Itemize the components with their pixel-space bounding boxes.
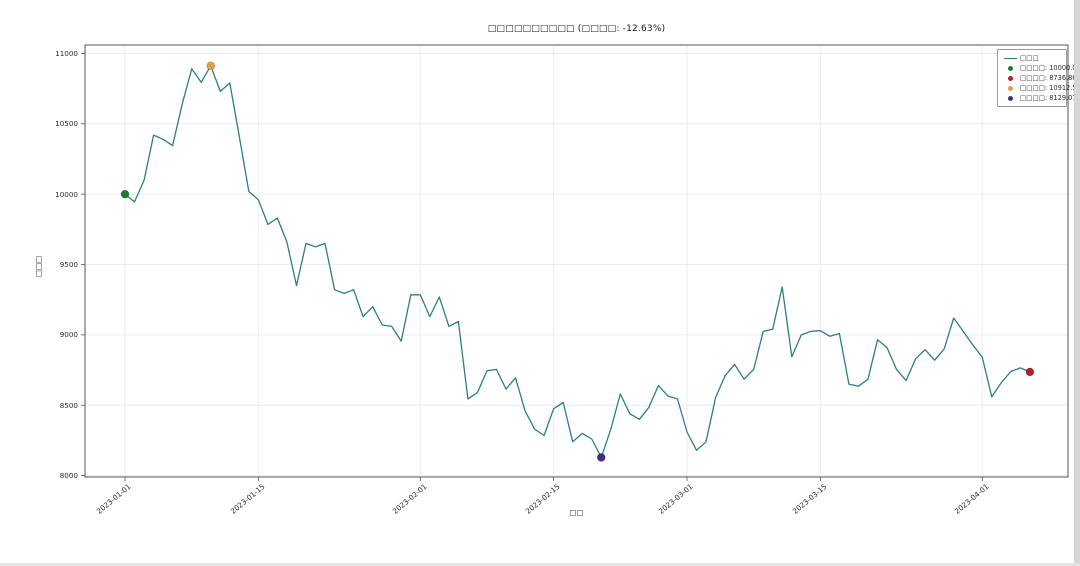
- legend-item-label: □□□□: 10912.51: [1020, 84, 1080, 92]
- legend-item-label: □□□□: 8129.07: [1020, 94, 1077, 102]
- legend-item-label: □□□□: 10000.00: [1020, 64, 1080, 72]
- min-marker: [596, 453, 606, 462]
- y-tick-label: 9500: [59, 260, 78, 270]
- legend-dot-swatch: [1007, 75, 1013, 81]
- networth-line: [124, 65, 1031, 459]
- legend-item: □□□□: 8736.86: [1002, 73, 1077, 83]
- start-marker: [120, 189, 130, 199]
- y-tick-label: 8500: [59, 400, 78, 410]
- legend-item: □□□□: 10000.00: [1002, 63, 1080, 73]
- legend-item-label: □□□□: 8736.86: [1020, 74, 1077, 82]
- x-axis-label: □□: [569, 508, 584, 517]
- max-marker: [206, 61, 216, 71]
- legend-line-swatch: [1003, 57, 1017, 59]
- legend: □□□ □□□□: 10000.00 □□□□: 8736.86 □□□□: 1091…: [997, 49, 1080, 107]
- end-marker: [1025, 367, 1035, 377]
- legend-item: □□□□: 8129.07: [1002, 93, 1077, 103]
- legend-item-label: □□□: [1020, 54, 1039, 62]
- plot-border: [84, 44, 1069, 478]
- legend-dot-swatch: [1007, 85, 1013, 91]
- y-tick-label: 8000: [59, 471, 78, 481]
- y-tick-label: 11000: [55, 48, 78, 58]
- legend-dot-swatch: [1007, 95, 1013, 101]
- y-tick-label: 10500: [55, 119, 78, 129]
- chart-title: □□□□□□□□□□ (□□□□: -12.63%): [487, 24, 666, 34]
- screenshot-bottom-edge: [0, 563, 1080, 566]
- screenshot-right-edge: [1074, 0, 1080, 566]
- legend-dot-swatch: [1007, 65, 1013, 71]
- y-tick-label: 9000: [59, 330, 78, 340]
- legend-item: □□□□: 10912.51: [1002, 83, 1080, 93]
- y-tick-label: 10000: [55, 189, 78, 199]
- legend-item: □□□: [1002, 53, 1062, 63]
